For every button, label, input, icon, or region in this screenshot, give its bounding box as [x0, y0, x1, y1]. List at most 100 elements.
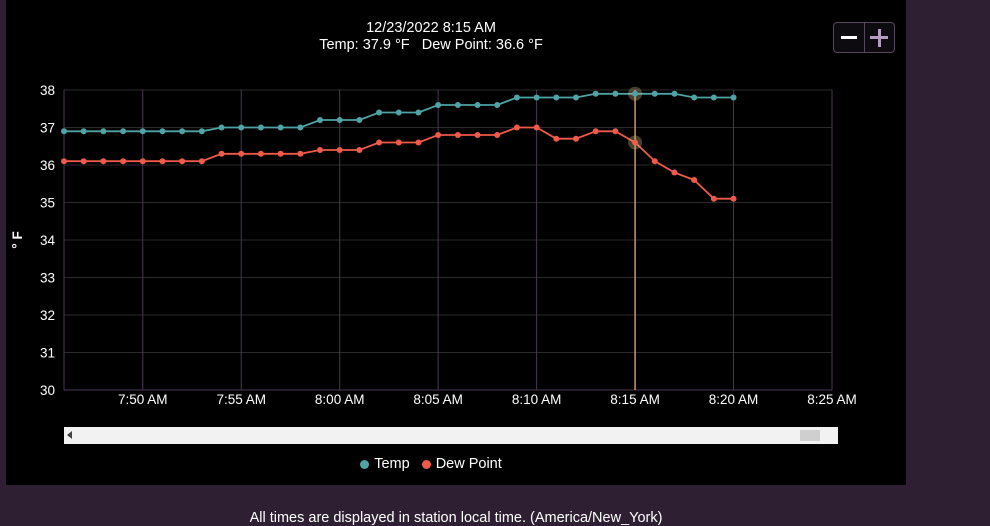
legend-item-temp[interactable]: Temp — [360, 456, 410, 472]
data-point-dew-point — [198, 158, 205, 165]
hover-tooltip: 12/23/2022 8:15 AM Temp: 37.9 °F Dew Poi… — [6, 20, 856, 54]
data-point-temp — [474, 102, 481, 108]
scroll-left-arrow-icon[interactable] — [67, 431, 72, 439]
scroll-thumb[interactable] — [800, 430, 820, 441]
data-point-dew-point — [297, 150, 304, 157]
tooltip-dew-label: Dew Point: — [421, 37, 492, 53]
data-point-temp — [632, 90, 639, 97]
tooltip-temp-label: Temp: — [319, 37, 359, 53]
y-tick-label: 36 — [40, 158, 55, 173]
data-point-temp — [612, 90, 619, 97]
x-tick-label: 7:55 AM — [216, 392, 266, 407]
data-point-dew-point — [494, 132, 501, 138]
legend-label-dew-point: Dew Point — [435, 456, 502, 472]
y-axis-label: ° F — [10, 231, 25, 248]
data-point-dew-point — [395, 139, 402, 146]
y-tick-label: 32 — [40, 308, 55, 323]
data-point-temp — [100, 128, 107, 135]
data-point-dew-point — [61, 158, 67, 165]
y-tick-label: 33 — [40, 271, 55, 286]
x-tick-label: 8:00 AM — [315, 392, 365, 407]
data-point-temp — [179, 128, 186, 135]
data-point-dew-point — [179, 158, 186, 165]
data-point-temp — [376, 109, 383, 116]
data-point-temp — [356, 117, 363, 123]
data-point-temp — [651, 90, 658, 97]
legend-dot-dew-point — [421, 459, 431, 469]
data-point-dew-point — [435, 132, 442, 138]
data-point-temp — [159, 128, 166, 135]
data-point-temp — [139, 128, 146, 135]
data-point-dew-point — [730, 195, 737, 202]
data-point-temp — [494, 102, 501, 108]
data-point-temp — [336, 117, 343, 123]
data-point-temp — [297, 124, 304, 131]
data-point-temp — [691, 94, 698, 101]
data-point-temp — [710, 94, 717, 101]
data-point-temp — [454, 102, 461, 108]
x-tick-label: 8:05 AM — [413, 392, 463, 407]
data-point-dew-point — [257, 150, 264, 157]
data-point-dew-point — [671, 169, 678, 176]
data-point-temp — [395, 109, 402, 116]
legend-item-dew-point[interactable]: Dew Point — [421, 456, 502, 472]
y-tick-label: 37 — [40, 121, 55, 136]
horizontal-scrollbar[interactable] — [64, 427, 838, 444]
y-tick-label: 35 — [40, 196, 55, 211]
data-point-dew-point — [691, 177, 698, 183]
data-point-dew-point — [632, 139, 639, 146]
data-point-temp — [671, 90, 678, 97]
data-point-temp — [257, 124, 264, 131]
data-point-temp — [198, 128, 205, 135]
x-tick-label: 8:25 AM — [807, 392, 857, 407]
data-point-temp — [61, 128, 67, 135]
tooltip-temp-value: 37.9 °F — [362, 37, 410, 53]
data-point-temp — [553, 94, 560, 101]
data-point-dew-point — [710, 195, 717, 202]
data-point-dew-point — [474, 132, 481, 138]
x-tick-label: 8:15 AM — [610, 392, 660, 407]
data-point-dew-point — [356, 147, 363, 153]
data-point-dew-point — [317, 147, 323, 153]
x-tick-label: 8:20 AM — [709, 392, 759, 407]
data-point-dew-point — [277, 150, 284, 157]
tooltip-datetime: 12/23/2022 8:15 AM — [366, 20, 496, 36]
data-point-dew-point — [218, 150, 225, 157]
data-point-temp — [277, 124, 284, 131]
data-point-dew-point — [139, 158, 146, 165]
x-tick-label: 8:10 AM — [512, 392, 562, 407]
data-point-temp — [218, 124, 225, 131]
data-point-temp — [435, 102, 442, 108]
data-point-temp — [80, 128, 87, 135]
minus-icon — [840, 36, 857, 39]
data-point-dew-point — [533, 124, 540, 131]
chart-legend: Temp Dew Point — [6, 456, 856, 472]
tooltip-dew-value: 36.6 °F — [495, 37, 543, 53]
data-point-dew-point — [336, 147, 343, 153]
data-point-dew-point — [592, 128, 599, 135]
data-point-dew-point — [651, 158, 658, 165]
legend-dot-temp — [360, 459, 370, 469]
data-point-dew-point — [415, 139, 422, 146]
data-point-temp — [120, 128, 127, 135]
data-point-temp — [533, 94, 540, 101]
data-point-dew-point — [238, 150, 245, 157]
timezone-note: All times are displayed in station local… — [249, 510, 663, 526]
data-point-dew-point — [100, 158, 107, 165]
data-point-dew-point — [80, 158, 87, 165]
zoom-in-button[interactable] — [863, 23, 895, 52]
chart-panel: 12/23/2022 8:15 AM Temp: 37.9 °F Dew Poi… — [6, 0, 906, 485]
data-point-dew-point — [513, 124, 520, 131]
data-point-temp — [513, 94, 520, 101]
x-tick-label: 7:50 AM — [118, 392, 168, 407]
data-point-temp — [238, 124, 245, 131]
data-point-dew-point — [573, 135, 579, 142]
line-chart[interactable]: 30 31 32 33 34 35 36 37 38 7:50 AM 7:55 AM 8:00 AM 8… — [6, 0, 906, 420]
zoom-out-button[interactable] — [834, 23, 864, 52]
y-tick-label: 38 — [40, 83, 55, 98]
data-point-dew-point — [376, 139, 383, 146]
data-point-dew-point — [454, 132, 461, 138]
tooltip-values: Temp: 37.9 °F Dew Point: 36.6 °F — [6, 37, 856, 54]
data-point-dew-point — [612, 128, 619, 135]
plus-icon — [870, 28, 889, 47]
